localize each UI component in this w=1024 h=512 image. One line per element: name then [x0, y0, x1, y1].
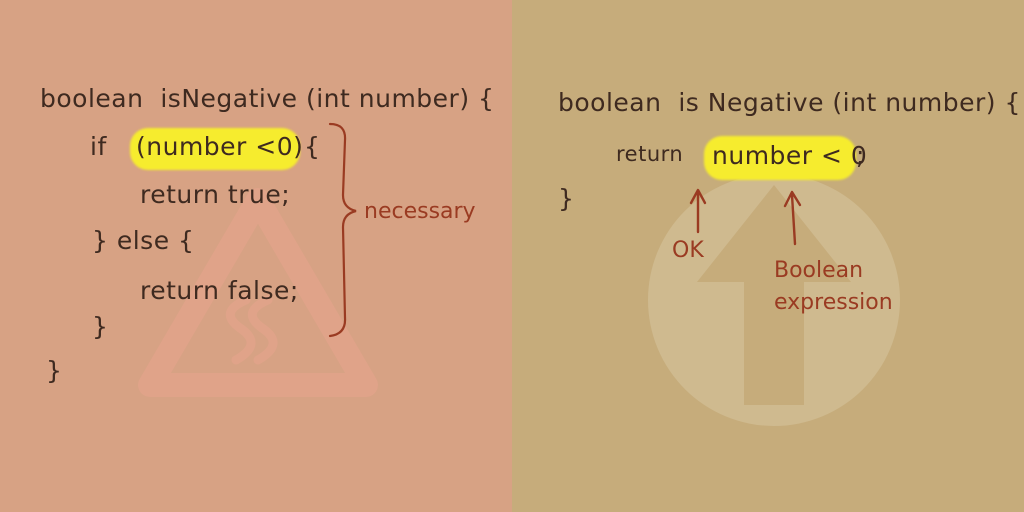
up-arrow-circle-icon — [648, 174, 900, 426]
code-expression: number < 0 — [712, 141, 868, 170]
left-background — [0, 0, 512, 512]
warning-triangle-icon — [138, 188, 378, 397]
code-close-brace-outer: } — [46, 356, 63, 385]
left-panel: boolean isNegative (int number) { if (nu… — [0, 0, 512, 512]
code-condition: (number <0) — [136, 132, 304, 161]
code-close-brace: } — [558, 184, 575, 213]
boolean-label: Boolean — [774, 258, 864, 283]
code-open-brace: { — [304, 132, 321, 161]
code-line-signature: boolean is Negative (int number) { — [558, 88, 1021, 117]
necessary-label: necessary — [364, 199, 476, 224]
code-line-return-false: return false; — [140, 276, 299, 305]
code-keyword-if: if — [90, 132, 107, 161]
right-panel: boolean is Negative (int number) { retur… — [512, 0, 1024, 512]
ok-arrow — [689, 188, 707, 234]
code-close-brace-inner: } — [92, 312, 109, 341]
code-line-else: } else { — [92, 226, 195, 255]
curly-brace — [328, 122, 357, 338]
expression-highlight — [704, 136, 856, 180]
left-panel-art — [0, 0, 512, 512]
ok-label: OK — [672, 238, 704, 263]
code-keyword-return: return — [616, 142, 684, 166]
annotation-arrows — [689, 188, 802, 246]
code-line-signature: boolean isNegative (int number) { — [40, 84, 495, 113]
expression-label: expression — [774, 290, 893, 315]
code-line-return-true: return true; — [140, 180, 291, 209]
expression-arrow — [783, 190, 802, 246]
code-semicolon: ; — [856, 141, 865, 170]
right-panel-art — [512, 0, 1024, 512]
condition-highlight — [130, 128, 300, 170]
